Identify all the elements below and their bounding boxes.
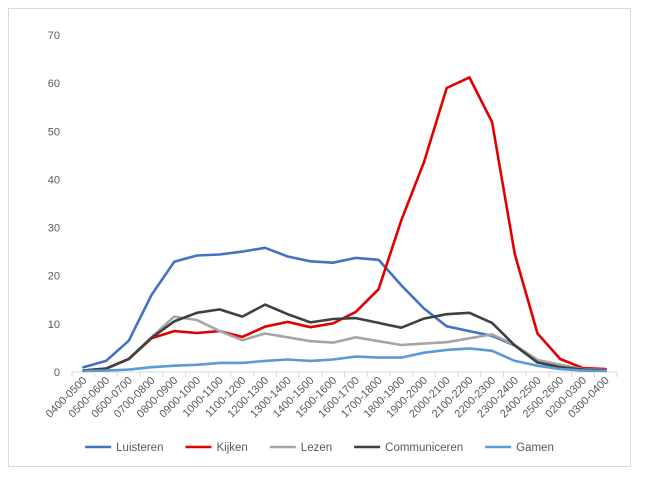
y-tick-label: 30 — [48, 223, 60, 235]
series-line-communiceren — [82, 303, 607, 372]
y-tick-label: 60 — [48, 78, 60, 90]
y-tick-label: 20 — [48, 271, 60, 283]
y-tick-label: 0 — [54, 367, 60, 379]
legend-label: Luisteren — [116, 442, 163, 454]
legend-label: Kijken — [216, 442, 247, 454]
legend: Luisteren Kijken Lezen Communiceren Gamen — [85, 442, 554, 454]
y-tick-label: 50 — [48, 126, 60, 138]
series-lines — [82, 76, 607, 373]
y-axis: 0 10 20 30 40 50 60 70 — [48, 30, 60, 379]
chart-frame — [8, 8, 631, 467]
series-line-gamen — [82, 347, 607, 373]
x-axis: 0400-05000500-06000600-07000700-08000800… — [44, 371, 618, 420]
legend-label: Communiceren — [385, 442, 463, 454]
y-tick-label: 40 — [48, 174, 60, 186]
legend-item: Communiceren — [354, 442, 463, 454]
y-tick-label: 10 — [48, 319, 60, 331]
legend-label: Lezen — [301, 442, 332, 454]
y-tick-label: 70 — [48, 30, 60, 42]
legend-label: Gamen — [516, 442, 554, 454]
legend-item: Kijken — [185, 442, 248, 454]
legend-item: Gamen — [485, 442, 554, 454]
legend-item: Luisteren — [85, 442, 163, 454]
legend-item: Lezen — [269, 442, 332, 454]
